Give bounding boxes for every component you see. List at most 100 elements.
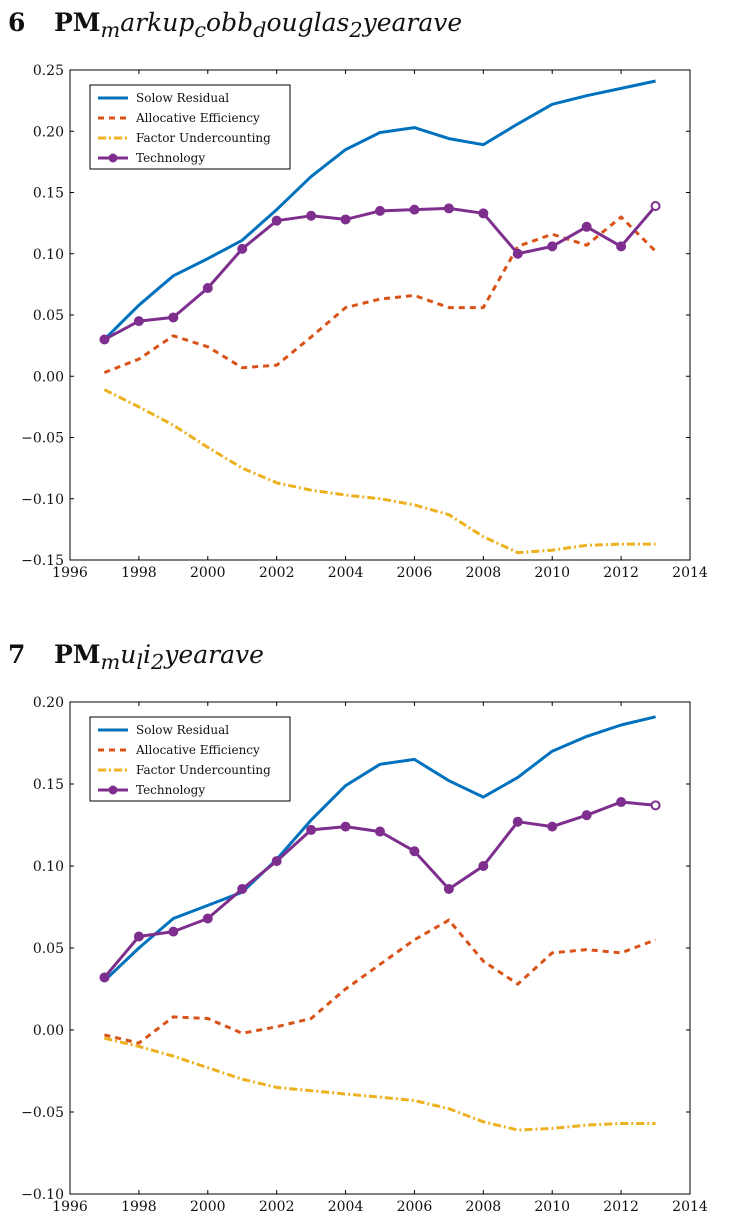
technology-point bbox=[478, 861, 489, 871]
x-tick-label: 2010 bbox=[534, 1199, 570, 1215]
series-line-solow bbox=[103, 715, 656, 982]
section-title: 6 PMmarkupcobbdouglas2yearave bbox=[8, 8, 462, 42]
y-tick-label: 0.05 bbox=[33, 308, 64, 324]
x-tick-label: 1998 bbox=[121, 1199, 157, 1215]
title-subscript: l bbox=[136, 650, 144, 674]
x-tick-label: 2002 bbox=[259, 565, 295, 581]
technology-point bbox=[99, 972, 110, 983]
chart-7: 1996 1998 2000 2002 2004 2006 2008 2010 2012 2014… bbox=[21, 695, 708, 1215]
x-tick-label: 1996 bbox=[52, 565, 88, 581]
series-line-solow bbox=[103, 79, 656, 341]
x-tick-label: 2000 bbox=[190, 1199, 226, 1215]
title-subscript: 2 bbox=[349, 18, 363, 42]
technology-point bbox=[340, 821, 351, 832]
title-text: i bbox=[143, 640, 152, 669]
series-line-allocative bbox=[104, 918, 657, 1045]
section-prefix: PM bbox=[54, 640, 101, 669]
legend-marker bbox=[108, 785, 118, 795]
technology-point bbox=[443, 883, 454, 894]
technology-point bbox=[547, 241, 558, 252]
title-text: u bbox=[120, 640, 137, 669]
title-text: yearave bbox=[164, 640, 264, 669]
technology-point bbox=[375, 826, 385, 837]
x-tick-label: 2006 bbox=[397, 1199, 433, 1215]
y-tick-label: 0.00 bbox=[33, 369, 64, 385]
section-prefix-sub: m bbox=[100, 650, 121, 674]
technology-point bbox=[202, 913, 213, 924]
legend-label: Allocative Efficiency bbox=[135, 111, 260, 125]
technology-point bbox=[547, 821, 558, 832]
technology-point bbox=[443, 203, 454, 214]
technology-point bbox=[306, 824, 317, 835]
technology-point bbox=[478, 208, 489, 219]
series-line-factor bbox=[104, 1036, 656, 1132]
legend-label: Technology bbox=[136, 783, 205, 797]
x-tick-label: 2010 bbox=[534, 565, 570, 581]
series-line-allocative bbox=[103, 215, 657, 374]
technology-point bbox=[512, 248, 523, 259]
legend-label: Factor Undercounting bbox=[136, 763, 271, 777]
x-tick-label: 2004 bbox=[328, 565, 364, 581]
legend-label: Allocative Efficiency bbox=[135, 743, 260, 757]
technology-point bbox=[616, 241, 627, 252]
section-number: 7 bbox=[8, 640, 26, 669]
x-tick-label: 2012 bbox=[603, 1199, 639, 1215]
legend-label: Factor Undercounting bbox=[136, 131, 271, 145]
x-tick-label: 2008 bbox=[466, 1199, 502, 1215]
x-tick-label: 2004 bbox=[328, 1199, 364, 1215]
legend-label: Solow Residual bbox=[136, 723, 229, 737]
series-line-factor bbox=[103, 388, 656, 555]
title-subscript: c bbox=[194, 18, 207, 42]
technology-point bbox=[409, 204, 420, 215]
title-text: yearave bbox=[362, 8, 463, 37]
section-prefix: PM bbox=[54, 8, 101, 37]
technology-point bbox=[306, 210, 317, 221]
section-title: 7 PMmuli2yearave bbox=[8, 640, 264, 674]
y-tick-label: 0.20 bbox=[33, 695, 64, 711]
title-text: arkup bbox=[120, 8, 195, 37]
y-tick-label: 0.10 bbox=[33, 247, 64, 263]
technology-point bbox=[409, 846, 420, 857]
technology-point bbox=[168, 312, 179, 323]
section-title-rest: uli2yearave bbox=[120, 640, 264, 674]
legend: Solow Residual Allocative Efficiency Facto… bbox=[89, 716, 291, 802]
x-tick-label: 2012 bbox=[603, 565, 639, 581]
legend-label: Solow Residual bbox=[136, 91, 229, 105]
technology-point bbox=[616, 797, 627, 808]
series-line-technology bbox=[103, 205, 657, 341]
technology-point bbox=[202, 283, 213, 294]
y-tick-label: −0.10 bbox=[21, 1187, 64, 1203]
technology-point bbox=[271, 215, 282, 226]
technology-point bbox=[99, 334, 110, 345]
legend: Solow Residual Allocative Efficiency Facto… bbox=[89, 84, 291, 170]
x-tick-label: 1996 bbox=[52, 1199, 88, 1215]
y-tick-label: 0.15 bbox=[33, 186, 64, 202]
x-tick-label: 2014 bbox=[672, 565, 708, 581]
section-number: 6 bbox=[8, 8, 26, 37]
technology-point bbox=[340, 214, 351, 225]
y-tick-label: −0.05 bbox=[21, 431, 64, 447]
technology-point bbox=[375, 205, 385, 216]
x-tick-label: 2006 bbox=[397, 565, 433, 581]
technology-point bbox=[237, 243, 248, 254]
legend-label: Technology bbox=[136, 151, 205, 165]
section-title-rest: arkupcobbdouglas2yearave bbox=[120, 8, 463, 42]
y-tick-label: 0.00 bbox=[33, 1023, 64, 1039]
technology-point bbox=[581, 221, 592, 232]
technology-point-last bbox=[652, 802, 659, 809]
y-tick-label: 0.10 bbox=[33, 859, 64, 875]
technology-point bbox=[581, 810, 592, 821]
technology-point bbox=[512, 816, 523, 827]
x-tick-label: 2014 bbox=[672, 1199, 708, 1215]
x-tick-label: 1998 bbox=[121, 565, 157, 581]
technology-point-last bbox=[652, 202, 659, 209]
technology-point bbox=[133, 931, 144, 942]
y-tick-label: −0.10 bbox=[21, 492, 64, 508]
title-text: ouglas bbox=[266, 8, 350, 37]
y-tick-label: −0.05 bbox=[21, 1105, 64, 1121]
legend-marker bbox=[108, 153, 118, 163]
title-subscript: d bbox=[253, 18, 267, 42]
chart-6: 1996 1998 2000 2002 2004 2006 2008 2010 2012 2014… bbox=[21, 63, 708, 581]
y-tick-label: 0.15 bbox=[33, 777, 64, 793]
technology-point bbox=[237, 883, 248, 894]
